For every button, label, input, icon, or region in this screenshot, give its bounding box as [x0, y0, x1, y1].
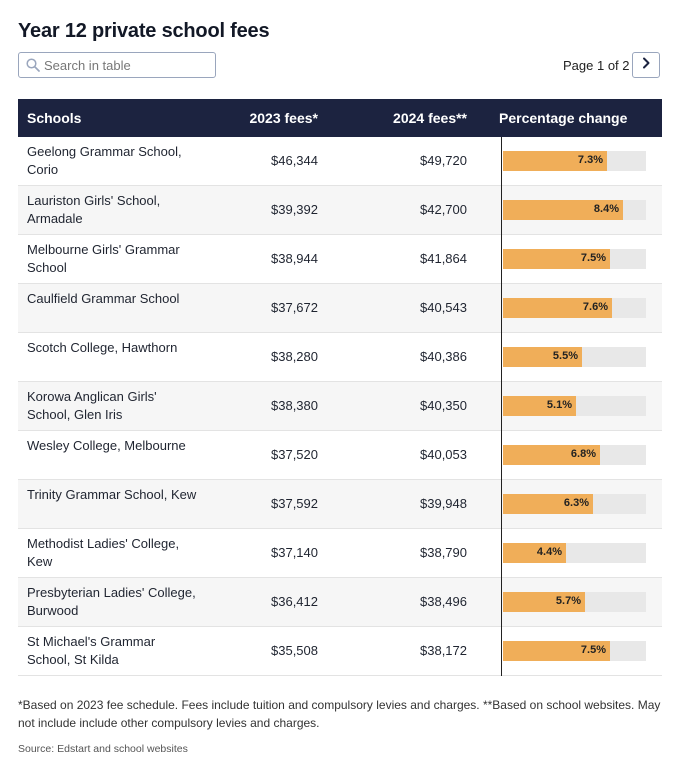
fees-2023-value: $39,392 — [271, 202, 318, 217]
percentage-label: 7.6% — [582, 301, 608, 313]
percentage-bar-track: 6.8% — [503, 445, 646, 465]
percentage-bar-track: 6.3% — [503, 494, 646, 514]
percentage-bar: 5.7% — [503, 592, 585, 612]
table-row: Wesley College, Melbourne $37,520 $40,053 6… — [18, 431, 662, 480]
percentage-bar: 7.5% — [503, 249, 610, 269]
fees-2024-value: $40,053 — [420, 447, 467, 462]
fees-2024-value: $39,948 — [420, 496, 467, 511]
column-header-2024-fees[interactable]: 2024 fees** — [393, 110, 467, 126]
percentage-bar: 4.4% — [503, 543, 566, 563]
page-title: Year 12 private school fees — [18, 20, 270, 42]
percentage-label: 5.1% — [546, 399, 572, 411]
percentage-bar: 5.5% — [503, 347, 582, 367]
school-name: Lauriston Girls' School, Armadale — [27, 193, 161, 226]
percentage-bar: 5.1% — [503, 396, 576, 416]
fees-2023-value: $38,380 — [271, 398, 318, 413]
school-name: Geelong Grammar School, Corio — [27, 144, 182, 177]
school-name: Caulfield Grammar School — [27, 291, 180, 306]
school-name: Methodist Ladies' College, Kew — [27, 536, 180, 569]
fees-2023-value: $37,672 — [271, 300, 318, 315]
fees-2024-value: $40,386 — [420, 349, 467, 364]
school-name: Korowa Anglican Girls' School, Glen Iris — [27, 389, 157, 422]
percentage-bar-track: 7.6% — [503, 298, 646, 318]
fees-2023-value: $36,412 — [271, 594, 318, 609]
fees-2024-value: $40,350 — [420, 398, 467, 413]
fees-2024-value: $49,720 — [420, 153, 467, 168]
table-body: Geelong Grammar School, Corio $46,344 $49,… — [18, 137, 662, 676]
percentage-label: 5.5% — [552, 350, 578, 362]
school-name: Wesley College, Melbourne — [27, 438, 186, 453]
percentage-bar: 7.3% — [503, 151, 607, 171]
percentage-label: 8.4% — [593, 203, 619, 215]
next-page-button[interactable] — [632, 52, 660, 78]
school-name: Scotch College, Hawthorn — [27, 340, 178, 355]
footnote: *Based on 2023 fee schedule. Fees includ… — [18, 698, 661, 730]
table-row: Presbyterian Ladies' College, Burwood $36… — [18, 578, 662, 627]
column-header-percentage-change[interactable]: Percentage change — [499, 110, 628, 126]
table-row: St Michael's Grammar School, St Kilda $35… — [18, 627, 662, 676]
table-row: Korowa Anglican Girls' School, Glen Iris… — [18, 382, 662, 431]
percentage-label: 6.8% — [570, 448, 596, 460]
source-note: Source: Edstart and school websites — [18, 743, 188, 755]
search-icon — [26, 58, 40, 72]
table-row: Lauriston Girls' School, Armadale $39,392… — [18, 186, 662, 235]
bar-baseline — [501, 137, 502, 676]
table-row: Caulfield Grammar School $37,672 $40,543 7.… — [18, 284, 662, 333]
table-row: Melbourne Girls' Grammar School $38,944 $4… — [18, 235, 662, 284]
percentage-bar-track: 7.5% — [503, 641, 646, 661]
percentage-bar: 6.8% — [503, 445, 600, 465]
fees-2024-value: $38,172 — [420, 643, 467, 658]
percentage-label: 4.4% — [536, 546, 562, 558]
percentage-bar-track: 4.4% — [503, 543, 646, 563]
percentage-bar: 6.3% — [503, 494, 593, 514]
table-row: Scotch College, Hawthorn $38,280 $40,386 5.… — [18, 333, 662, 382]
school-name: Trinity Grammar School, Kew — [27, 487, 197, 502]
table-header: Schools 2023 fees* 2024 fees** Percentag… — [18, 99, 662, 137]
fees-2023-value: $37,140 — [271, 545, 318, 560]
percentage-bar-track: 7.5% — [503, 249, 646, 269]
table-row: Trinity Grammar School, Kew $37,592 $39,94… — [18, 480, 662, 529]
percentage-bar-track: 7.3% — [503, 151, 646, 171]
chevron-right-icon — [641, 56, 651, 74]
fees-2024-value: $41,864 — [420, 251, 467, 266]
fees-2023-value: $35,508 — [271, 643, 318, 658]
percentage-bar: 7.5% — [503, 641, 610, 661]
percentage-bar: 8.4% — [503, 200, 623, 220]
table-row: Methodist Ladies' College, Kew $37,140 $38… — [18, 529, 662, 578]
fees-2024-value: $42,700 — [420, 202, 467, 217]
percentage-label: 7.5% — [580, 644, 606, 656]
percentage-bar-track: 5.5% — [503, 347, 646, 367]
pagination-label: Page 1 of 2 — [563, 58, 630, 73]
column-header-schools[interactable]: Schools — [27, 110, 82, 126]
table-row: Geelong Grammar School, Corio $46,344 $49,… — [18, 137, 662, 186]
fees-2024-value: $40,543 — [420, 300, 467, 315]
percentage-label: 7.5% — [580, 252, 606, 264]
column-header-2023-fees[interactable]: 2023 fees* — [249, 110, 318, 126]
search-box[interactable] — [18, 52, 216, 78]
fees-2023-value: $38,944 — [271, 251, 318, 266]
percentage-label: 7.3% — [577, 154, 603, 166]
school-name: Melbourne Girls' Grammar School — [27, 242, 180, 275]
fees-2024-value: $38,496 — [420, 594, 467, 609]
percentage-label: 6.3% — [563, 497, 589, 509]
percentage-bar-track: 5.1% — [503, 396, 646, 416]
fees-table: Schools 2023 fees* 2024 fees** Percentag… — [18, 99, 662, 676]
search-input[interactable] — [44, 53, 209, 77]
school-name: Presbyterian Ladies' College, Burwood — [27, 585, 196, 618]
school-name: St Michael's Grammar School, St Kilda — [27, 634, 156, 667]
fees-2023-value: $37,520 — [271, 447, 318, 462]
percentage-bar-track: 8.4% — [503, 200, 646, 220]
percentage-bar: 7.6% — [503, 298, 612, 318]
fees-2023-value: $37,592 — [271, 496, 318, 511]
fees-2023-value: $46,344 — [271, 153, 318, 168]
percentage-bar-track: 5.7% — [503, 592, 646, 612]
percentage-label: 5.7% — [555, 595, 581, 607]
fees-2023-value: $38,280 — [271, 349, 318, 364]
fees-2024-value: $38,790 — [420, 545, 467, 560]
